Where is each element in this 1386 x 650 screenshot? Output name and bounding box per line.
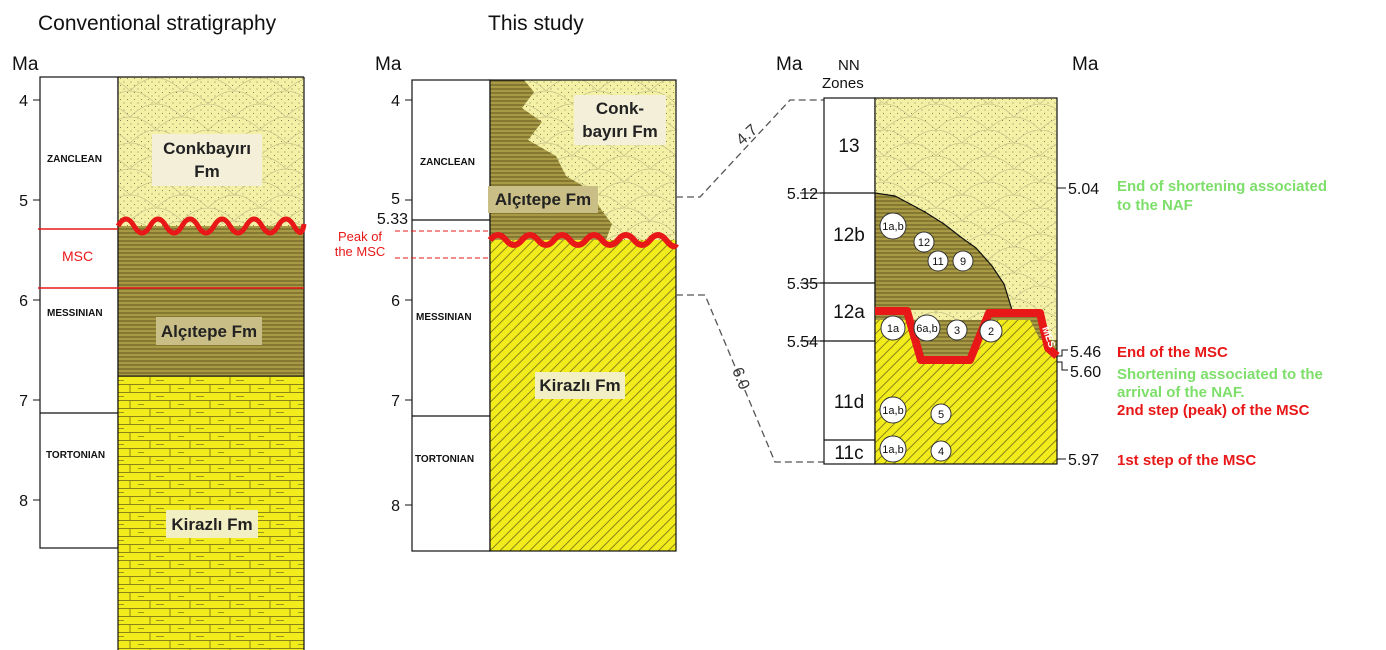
alcitepe-unit — [118, 226, 304, 376]
nn-zone-label: 11c — [834, 443, 863, 464]
locality-marker — [913, 231, 935, 253]
locality-label: 1a,b — [882, 221, 903, 233]
tick-label: 5.04 — [1068, 181, 1099, 198]
age-ticks: 4 5 6 7 8 — [19, 93, 40, 510]
locality-marker — [879, 212, 907, 240]
locality-marker — [930, 440, 952, 462]
tick-label: 5.35 — [787, 276, 818, 293]
title-this-study: This study — [488, 12, 584, 35]
kirazli-unit — [875, 310, 1057, 464]
event-shortening-arrival: arrival of the NAF. — [1117, 384, 1245, 401]
tick-label: 5 — [19, 193, 28, 210]
ma-label: Ma — [375, 54, 402, 75]
tick-label: 5.60 — [1070, 364, 1101, 381]
locality-label: 9 — [960, 256, 966, 268]
zones-label: Zones — [822, 75, 864, 92]
tick-label: 6 — [19, 293, 28, 310]
stage-tortonian: TORTONIAN — [415, 454, 474, 465]
ma-label: Ma — [776, 54, 803, 75]
locality-marker — [930, 403, 952, 425]
panel-detail: Ma NN Zones Ma 13 12b 12a 11d 11c 5.12 5… — [776, 54, 1327, 469]
nn-zone-label: 11d — [834, 392, 864, 413]
nn-label: NN — [838, 57, 860, 74]
tick-label: 8 — [19, 493, 28, 510]
formation-label-kirazli: Kirazlı Fm — [171, 515, 252, 534]
tick-label: 4 — [391, 93, 400, 110]
event-shortening-arrival: Shortening associated to the — [1117, 366, 1323, 383]
age-ticks: 4 5 5.33 6 7 8 — [377, 93, 412, 515]
time-column — [39, 76, 119, 549]
mes-line — [875, 307, 1060, 364]
locality-label: 1a,b — [882, 405, 903, 417]
locality-label: 12 — [918, 237, 930, 249]
formation-label-conkbayiri: Fm — [194, 162, 220, 181]
right-age-ticks: 5.04 5.46 5.60 5.97 — [1057, 181, 1101, 469]
event-end-msc: End of the MSC — [1117, 344, 1228, 361]
event-end-shortening: to the NAF — [1117, 197, 1193, 214]
locality-marker — [879, 396, 907, 424]
tick-label: 4 — [19, 93, 28, 110]
unconformity-line — [487, 232, 679, 250]
panel-this-study: Ma 4 5 5.33 6 7 8 ZANCLEAN MESSINIAN TOR… — [335, 54, 679, 552]
locality-label: 1a — [887, 323, 900, 335]
unconformity-line — [115, 216, 307, 236]
nn-zone-label: 12a — [833, 302, 865, 323]
title-conventional: Conventional stratigraphy — [38, 12, 277, 35]
stage-messinian: MESSINIAN — [47, 308, 103, 319]
locality-label: 5 — [938, 409, 944, 421]
correlation-line-bottom — [676, 294, 875, 463]
formation-label-conkbayiri: bayırı Fm — [582, 122, 658, 141]
tick-label: 5.46 — [1070, 344, 1101, 361]
locality-label: 6a,b — [916, 323, 937, 335]
nn-zone-label: 12b — [833, 225, 865, 246]
tick-label: 5.12 — [787, 186, 818, 203]
locality-marker — [880, 315, 906, 341]
nn-zone-label: 13 — [838, 136, 859, 157]
tick-label: 5 — [391, 191, 400, 208]
ma-label: Ma — [1072, 54, 1099, 75]
tick-label: 8 — [391, 498, 400, 515]
stage-tortonian: TORTONIAN — [46, 450, 105, 461]
formation-label-alcitepe: Alçıtepe Fm — [495, 190, 591, 209]
locality-label: 3 — [954, 325, 960, 337]
locality-label: 11 — [932, 256, 943, 268]
msc-label: MSC — [62, 248, 93, 264]
locality-label: 2 — [988, 326, 994, 338]
peak-msc-label: the MSC — [335, 244, 386, 259]
locality-marker — [979, 319, 1003, 343]
correlation-label-top: 4.7 — [733, 121, 761, 149]
formation-label-conkbayiri: Conkbayırı — [163, 139, 251, 158]
tick-label: 7 — [391, 393, 400, 410]
tick-label: 7 — [19, 393, 28, 410]
peak-msc-label: Peak of — [338, 229, 382, 244]
tick-label: 5.97 — [1068, 452, 1099, 469]
event-second-step: 2nd step (peak) of the MSC — [1117, 402, 1310, 419]
event-first-step: 1st step of the MSC — [1117, 452, 1256, 469]
locality-marker — [913, 314, 941, 342]
stage-messinian: MESSINIAN — [416, 312, 472, 323]
correlation-label-bottom: 6.0 — [728, 365, 752, 392]
locality-marker — [879, 435, 907, 463]
tick-label: 5.33 — [377, 211, 408, 228]
alcitepe-unit — [875, 193, 1012, 310]
panel-conventional: Ma 4 5 6 7 8 ZANCLEAN MESSINIAN TORTONIA… — [12, 54, 307, 650]
formation-label-alcitepe: Alçıtepe Fm — [161, 322, 257, 341]
stage-zanclean: ZANCLEAN — [420, 157, 475, 168]
tick-label: 5.54 — [787, 334, 818, 351]
locality-marker — [927, 250, 949, 272]
locality-marker — [946, 319, 968, 341]
nn-zone-column — [823, 97, 876, 465]
stage-zanclean: ZANCLEAN — [47, 154, 102, 165]
locality-label: 4 — [938, 446, 944, 458]
ma-label: Ma — [12, 54, 39, 75]
formation-label-conkbayiri: Conk- — [596, 99, 644, 118]
locality-label: 1a,b — [882, 444, 903, 456]
locality-markers: 1a,b 12 11 9 1a 6a,b 3 2 1a,b 5 1a,b 4 — [879, 212, 1003, 463]
tick-label: 6 — [391, 293, 400, 310]
event-end-shortening: End of shortening associated — [1117, 178, 1327, 195]
formation-label-kirazli: Kirazlı Fm — [539, 376, 620, 395]
locality-marker — [952, 250, 974, 272]
